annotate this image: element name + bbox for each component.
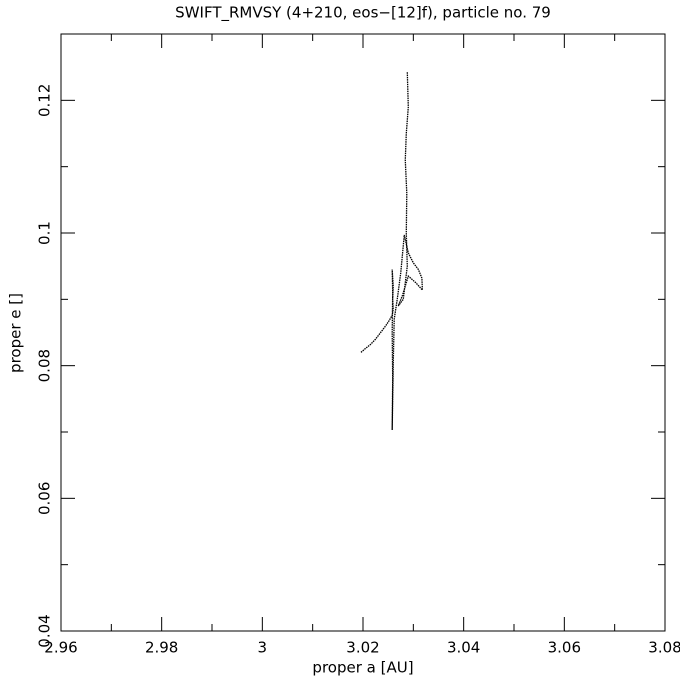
x-tick-label: 3 (258, 639, 268, 657)
trajectory-line (360, 71, 424, 431)
plot-frame (60, 33, 666, 632)
x-tick-label: 3.04 (447, 639, 480, 657)
y-tick-label: 0.04 (36, 614, 54, 647)
y-tick-label: 0.12 (36, 84, 54, 117)
y-tick-label: 0.08 (36, 349, 54, 382)
x-tick-label: 3.06 (548, 639, 581, 657)
y-axis-label: proper e [] (7, 293, 25, 373)
y-tick-label: 0.06 (36, 482, 54, 515)
x-axis-label: proper a [AU] (312, 659, 413, 677)
y-tick-label: 0.1 (36, 221, 54, 245)
x-tick-label: 2.96 (44, 639, 77, 657)
x-tick-label: 2.98 (145, 639, 178, 657)
chart-title: SWIFT_RMVSY (4+210, eos−[12]f), particle… (175, 4, 551, 23)
x-tick-label: 3.08 (648, 639, 680, 657)
x-tick-label: 3.02 (346, 639, 379, 657)
